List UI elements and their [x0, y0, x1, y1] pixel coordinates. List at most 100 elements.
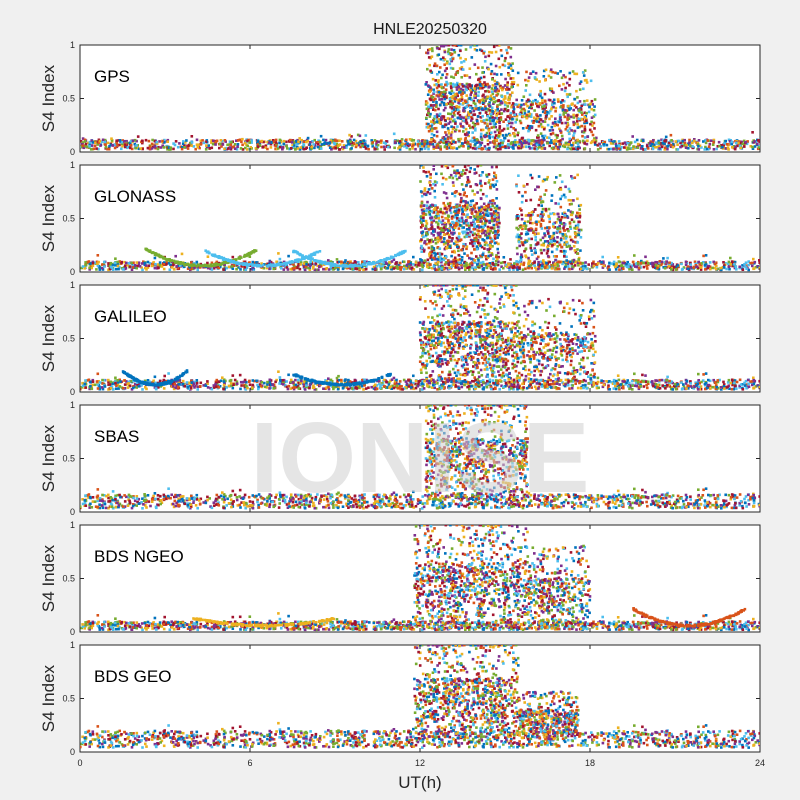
data-point: [318, 140, 322, 144]
data-point: [438, 141, 441, 144]
data-point: [435, 208, 438, 212]
data-point: [488, 101, 491, 104]
data-point: [573, 129, 577, 133]
scatter-points: [80, 45, 760, 151]
data-point: [157, 263, 160, 266]
data-point: [110, 137, 113, 140]
data-point: [256, 139, 260, 143]
data-point: [365, 260, 368, 264]
data-point: [384, 258, 387, 261]
data-point: [429, 256, 432, 260]
data-point: [671, 145, 675, 149]
data-point: [453, 258, 457, 262]
data-point: [642, 261, 645, 265]
data-point: [538, 146, 541, 149]
data-point: [469, 139, 472, 143]
data-point: [481, 229, 484, 232]
data-point: [97, 260, 100, 264]
data-point: [158, 140, 161, 143]
data-point: [174, 260, 178, 263]
data-point: [217, 261, 221, 265]
data-point: [438, 47, 441, 51]
data-point: [525, 113, 529, 117]
data-point: [391, 265, 394, 269]
data-point: [423, 142, 426, 146]
data-point: [580, 111, 583, 114]
data-point: [533, 261, 536, 264]
data-point: [299, 146, 303, 149]
data-point: [449, 211, 453, 215]
data-point: [501, 88, 504, 92]
data-point: [475, 202, 478, 205]
data-point: [430, 94, 433, 98]
data-point: [422, 261, 425, 265]
data-point: [151, 138, 154, 142]
data-point: [488, 136, 491, 140]
data-point: [398, 141, 401, 145]
data-point: [128, 265, 132, 268]
data-point: [727, 138, 731, 142]
data-point: [478, 100, 481, 104]
data-point: [459, 117, 463, 120]
data-point: [354, 266, 358, 269]
data-point: [450, 48, 453, 51]
data-point: [628, 147, 631, 151]
data-point: [469, 84, 472, 87]
data-point: [162, 267, 166, 271]
data-point: [637, 260, 640, 264]
data-point: [446, 217, 450, 220]
data-point: [663, 266, 667, 270]
data-point: [195, 138, 199, 142]
data-point: [230, 140, 233, 144]
data-point: [457, 101, 460, 105]
data-point: [479, 116, 483, 119]
data-point: [542, 69, 546, 73]
data-point: [419, 180, 422, 183]
data-point: [457, 267, 461, 271]
data-point: [569, 147, 573, 151]
data-point: [488, 50, 491, 54]
data-point: [474, 85, 477, 88]
data-point: [428, 90, 432, 94]
data-point: [225, 266, 228, 270]
data-point: [558, 127, 561, 131]
data-point: [441, 125, 444, 129]
data-point: [543, 263, 546, 266]
data-point: [496, 128, 499, 132]
data-point: [123, 260, 126, 264]
data-point: [460, 61, 463, 64]
data-point: [562, 104, 565, 107]
data-point: [724, 139, 727, 143]
data-point: [540, 147, 544, 150]
data-point: [505, 265, 509, 269]
data-point: [589, 102, 592, 106]
data-point: [544, 68, 548, 72]
data-point: [688, 141, 691, 144]
data-point: [223, 139, 227, 142]
data-point: [499, 147, 502, 151]
data-point: [454, 120, 457, 124]
data-point: [95, 260, 99, 264]
data-point: [521, 268, 525, 271]
data-point: [463, 264, 466, 268]
data-point: [509, 77, 513, 80]
data-point: [438, 94, 441, 97]
data-point: [585, 111, 588, 115]
data-point: [593, 98, 597, 101]
data-point: [486, 82, 489, 86]
y-axis-label: S4 Index: [39, 64, 58, 132]
data-point: [572, 108, 575, 112]
data-point: [581, 261, 584, 265]
data-point: [731, 261, 735, 265]
data-point: [103, 140, 107, 144]
data-point: [469, 143, 472, 146]
data-point: [654, 146, 657, 149]
data-point: [507, 73, 510, 77]
data-point: [473, 193, 476, 196]
data-point: [434, 204, 437, 207]
data-point: [427, 246, 431, 250]
data-point: [430, 187, 434, 190]
data-point: [634, 263, 638, 266]
data-point: [172, 267, 176, 271]
data-point: [180, 252, 184, 256]
